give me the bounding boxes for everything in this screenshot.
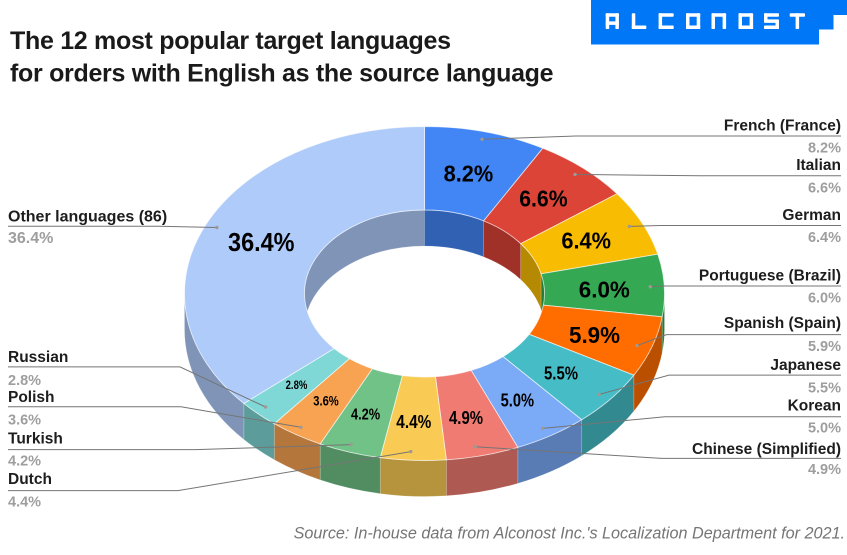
svg-text:Turkish: Turkish	[8, 431, 63, 448]
svg-text:2.8%: 2.8%	[286, 378, 308, 392]
svg-text:2.8%: 2.8%	[8, 373, 41, 389]
svg-text:36.4%: 36.4%	[228, 227, 295, 257]
svg-text:Russian: Russian	[8, 349, 68, 366]
svg-text:6.0%: 6.0%	[808, 290, 841, 306]
svg-text:4.2%: 4.2%	[351, 407, 380, 424]
svg-text:Polish: Polish	[8, 389, 55, 406]
svg-text:Italian: Italian	[796, 157, 841, 174]
svg-text:8.2%: 8.2%	[808, 141, 841, 157]
svg-text:5.5%: 5.5%	[808, 380, 841, 396]
svg-text:6.6%: 6.6%	[519, 186, 567, 212]
svg-text:5.5%: 5.5%	[544, 364, 578, 384]
svg-text:Korean: Korean	[788, 398, 841, 415]
svg-text:6.4%: 6.4%	[561, 228, 611, 254]
svg-text:5.9%: 5.9%	[569, 322, 620, 348]
svg-text:Dutch: Dutch	[8, 471, 52, 488]
svg-text:French (France): French (France)	[724, 117, 841, 134]
svg-text:5.0%: 5.0%	[501, 390, 534, 410]
svg-text:Chinese (Simplified): Chinese (Simplified)	[692, 441, 841, 458]
svg-text:Source: In-house data from Alc: Source: In-house data from Alconost Inc.…	[294, 525, 845, 543]
svg-text:4.9%: 4.9%	[449, 408, 483, 428]
svg-text:5.9%: 5.9%	[808, 339, 841, 355]
svg-text:6.6%: 6.6%	[808, 180, 841, 196]
svg-text:Portuguese (Brazil): Portuguese (Brazil)	[699, 267, 841, 284]
svg-text:for orders with English as the: for orders with English as the source la…	[10, 60, 554, 88]
svg-text:Spanish (Spain): Spanish (Spain)	[724, 315, 841, 332]
svg-text:6.4%: 6.4%	[808, 230, 841, 246]
svg-text:4.4%: 4.4%	[396, 412, 431, 432]
svg-text:3.6%: 3.6%	[8, 412, 41, 428]
svg-text:4.2%: 4.2%	[8, 454, 41, 470]
svg-text:4.9%: 4.9%	[808, 462, 841, 478]
svg-text:8.2%: 8.2%	[444, 161, 494, 187]
svg-text:4.4%: 4.4%	[8, 494, 41, 510]
svg-text:Other languages (86): Other languages (86)	[8, 208, 167, 225]
svg-text:5.0%: 5.0%	[808, 420, 841, 436]
svg-text:Japanese: Japanese	[770, 357, 841, 374]
svg-text:3.6%: 3.6%	[313, 392, 339, 408]
svg-text:German: German	[782, 207, 841, 224]
svg-text:36.4%: 36.4%	[8, 230, 53, 247]
svg-text:6.0%: 6.0%	[579, 276, 630, 302]
svg-text:The 12 most popular target lan: The 12 most popular target languages	[10, 27, 451, 55]
